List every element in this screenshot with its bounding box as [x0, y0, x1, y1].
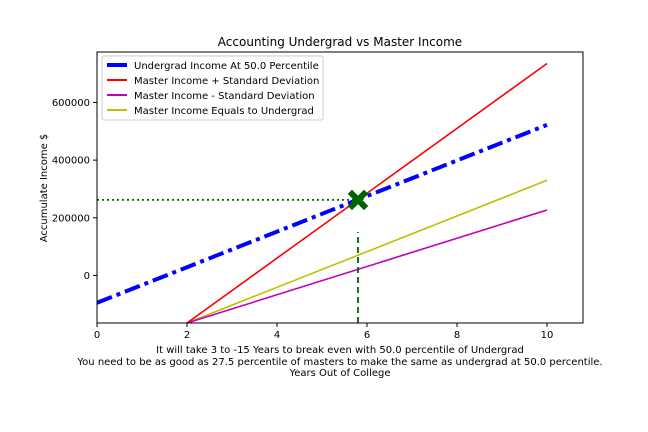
legend-label-master-minus-sd: Master Income - Standard Deviation	[134, 91, 315, 102]
y-tick-label: 200000	[52, 213, 90, 224]
x-tick-label: 0	[94, 330, 100, 341]
legend: Undergrad Income At 50.0 Percentile Mast…	[101, 55, 324, 121]
x-tick-label: 6	[364, 330, 370, 341]
x-axis-label-line-2: You need to be as good as 27.5 percentil…	[76, 357, 602, 368]
legend-label-master-equals: Master Income Equals to Undergrad	[134, 106, 314, 117]
chart-title: Accounting Undergrad vs Master Income	[218, 35, 462, 49]
x-axis-label-line-1: It will take 3 to -15 Years to break eve…	[156, 345, 524, 356]
series-line-3	[186, 179, 548, 323]
series-line-0	[97, 123, 548, 305]
y-tick-label: 400000	[52, 156, 90, 167]
axes-frame	[96, 51, 584, 324]
legend-box	[101, 55, 324, 121]
x-tick-label: 4	[274, 330, 280, 341]
x-tick-label: 8	[454, 330, 460, 341]
axes-layer: 0 2 4 6 8 10 0 200000 400000 600000	[52, 51, 584, 341]
x-tick-label: 2	[184, 330, 190, 341]
legend-label-master-plus-sd: Master Income + Standard Deviation	[134, 76, 319, 87]
legend-label-undergrad: Undergrad Income At 50.0 Percentile	[134, 61, 319, 72]
series-line-2	[186, 209, 548, 323]
y-axis-label: Accumulate Income $	[39, 134, 50, 243]
break-even-marker	[347, 189, 369, 211]
x-axis-label-line-3: Years Out of College	[289, 368, 391, 379]
y-tick-label: 0	[84, 271, 90, 282]
y-tick-label: 600000	[52, 98, 90, 109]
x-tick-label: 10	[541, 330, 554, 341]
